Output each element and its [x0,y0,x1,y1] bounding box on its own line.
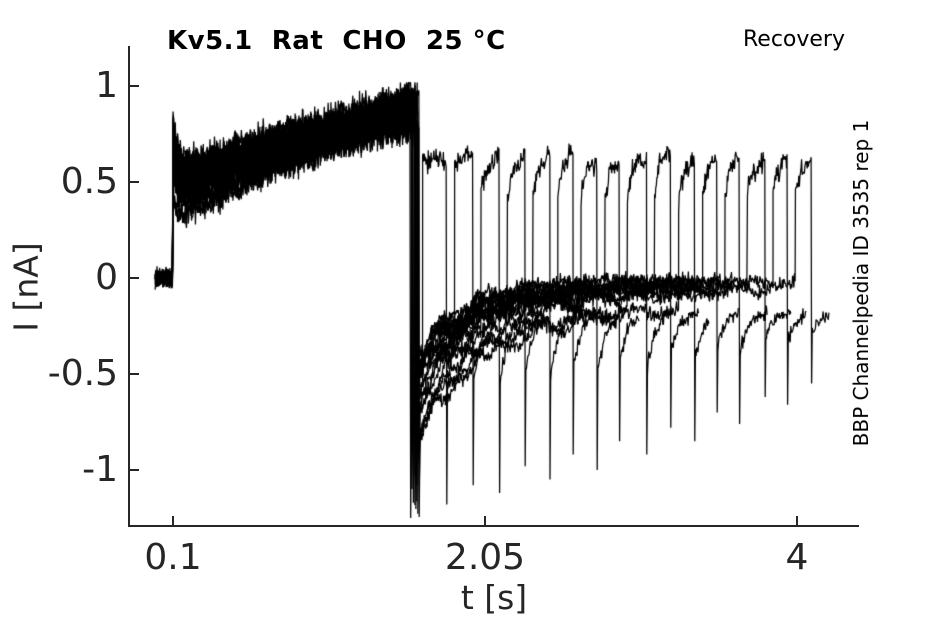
y-axis-spine [128,46,130,527]
y-tick-label: -0.5 [47,353,118,394]
y-tick-mark [130,277,139,279]
x-axis-spine [128,525,859,527]
y-tick-mark [130,85,139,87]
x-tick-mark [484,516,486,526]
x-tick-label: 0.1 [144,537,202,578]
protocol-annotation: Recovery [742,27,845,52]
y-tick-label: -1 [82,449,118,490]
y-tick-mark [130,181,139,183]
source-annotation: BBP Channelpedia ID 3535 rep 1 [849,119,873,447]
x-tick-mark [796,516,798,526]
x-tick-mark [172,516,174,526]
chart-title: Kv5.1 Rat CHO 25 °C [167,26,506,56]
y-tick-mark [130,373,139,375]
y-tick-mark [130,469,139,471]
x-tick-label: 4 [785,537,809,578]
x-axis-label: t [s] [460,578,528,617]
y-tick-label: 0.5 [60,161,118,202]
y-tick-label: 1 [95,65,118,106]
y-axis-label: I [nA] [6,242,46,332]
y-tick-label: 0 [95,257,118,298]
x-tick-label: 2.05 [444,537,526,578]
